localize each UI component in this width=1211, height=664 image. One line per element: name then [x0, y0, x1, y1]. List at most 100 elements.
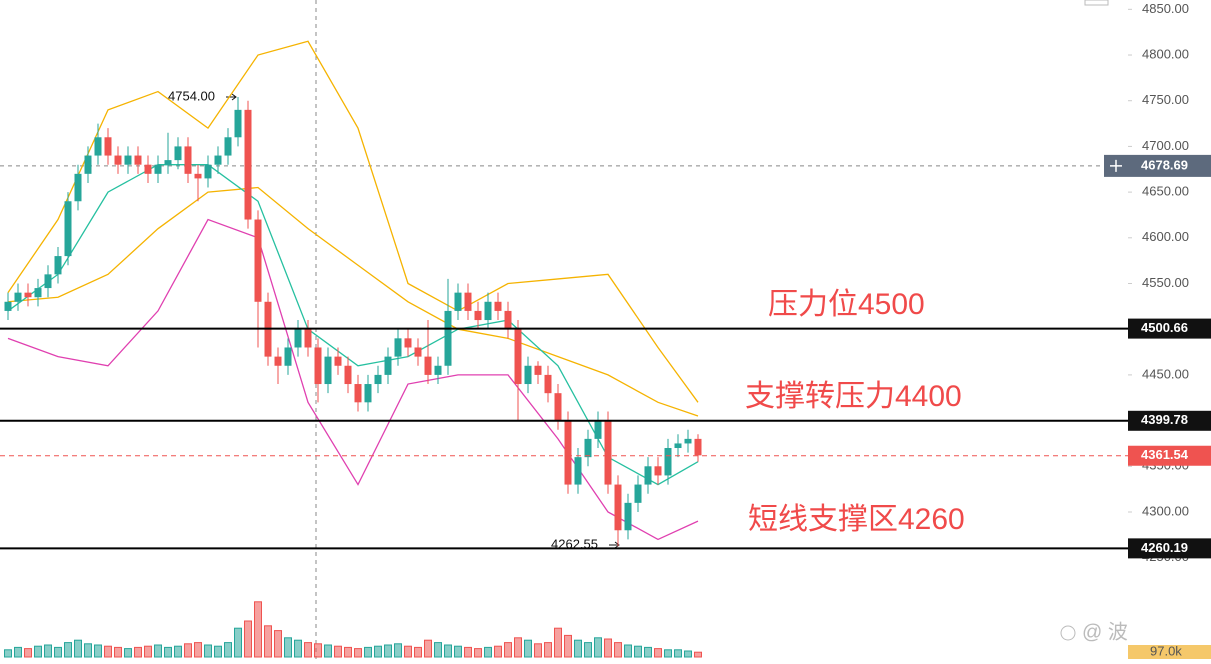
y-tick-label: 4750.00 — [1142, 92, 1189, 107]
candle-body — [674, 443, 682, 449]
y-tick-label: 4850.00 — [1142, 1, 1189, 16]
volume-bar — [274, 630, 282, 658]
candle-body — [164, 160, 172, 165]
volume-bar — [474, 648, 482, 658]
volume-bar — [444, 644, 452, 658]
candle-body — [524, 365, 532, 385]
price-tag-label: 4500.66 — [1141, 320, 1188, 335]
candle-body — [104, 137, 112, 156]
price-tag-label: 4678.69 — [1141, 157, 1188, 172]
volume-bar — [24, 648, 32, 658]
candle-body — [444, 310, 452, 366]
annotation: 压力位4500 — [768, 288, 925, 321]
volume-bar — [344, 646, 352, 658]
candle-body — [4, 301, 12, 311]
candle-body — [154, 164, 162, 174]
candle-body — [374, 374, 382, 385]
watermark-icon — [1060, 625, 1076, 641]
candle-body — [554, 393, 562, 421]
candle-body — [684, 438, 692, 444]
volume-bar — [244, 620, 252, 658]
candle-body — [484, 301, 492, 321]
volume-bar — [524, 639, 532, 658]
y-tick-label: 4650.00 — [1142, 184, 1189, 199]
y-tick-label: 4300.00 — [1142, 503, 1189, 518]
volume-bar — [4, 649, 12, 658]
volume-bar — [104, 645, 112, 658]
candle-body — [14, 292, 22, 302]
volume-bar — [684, 650, 692, 658]
volume-bar — [404, 645, 412, 658]
candle-body — [144, 164, 152, 174]
arrow — [614, 541, 620, 549]
volume-bar — [324, 644, 332, 658]
volume-bar — [364, 646, 372, 658]
volume-bar — [54, 646, 62, 658]
candle-body — [354, 384, 362, 403]
volume-bar — [674, 649, 682, 658]
candle-body — [514, 329, 522, 385]
price-tag-label: 4260.19 — [1141, 540, 1188, 555]
volume-bar — [384, 644, 392, 658]
candle-body — [624, 502, 632, 531]
candle-body — [544, 374, 552, 394]
candle-body — [494, 301, 502, 311]
candle-body — [474, 310, 482, 321]
volume-bar — [514, 637, 522, 658]
volume-bar — [314, 643, 322, 658]
candle-body — [324, 356, 332, 385]
overlay-line — [7, 186, 699, 417]
candle-body — [54, 256, 62, 275]
candle-body — [584, 438, 592, 458]
volume-bar — [414, 646, 422, 658]
volume-bar — [294, 639, 302, 658]
candle-body — [124, 155, 132, 165]
volume-bar — [194, 642, 202, 658]
candle-body — [654, 466, 662, 476]
candle-body — [274, 356, 282, 366]
candle-body — [314, 347, 322, 385]
candle-body — [304, 329, 312, 348]
volume-bar — [114, 646, 122, 658]
candle-body — [204, 164, 212, 179]
candle-body — [534, 365, 542, 375]
volume-bar — [224, 642, 232, 658]
candle-body — [194, 173, 202, 179]
volume-bar — [424, 639, 432, 658]
volume-bar — [534, 643, 542, 658]
arrow — [231, 93, 237, 101]
candle-body — [594, 420, 602, 439]
volume-bar — [304, 642, 312, 658]
volume-bar — [564, 634, 572, 658]
candle-body — [414, 347, 422, 357]
volume-bar — [214, 645, 222, 658]
volume-bar — [664, 649, 672, 658]
y-tick-label: 4700.00 — [1142, 138, 1189, 153]
candle-body — [424, 356, 432, 375]
y-tick-label: 4800.00 — [1142, 46, 1189, 61]
candle-body — [574, 457, 582, 485]
candle-body — [434, 365, 442, 375]
volume-bar — [254, 601, 262, 658]
volume-bar — [504, 642, 512, 658]
candle-body — [634, 484, 642, 503]
volume-bar — [644, 646, 652, 658]
candle-body — [364, 384, 372, 403]
candle-body — [294, 329, 302, 348]
candle-body — [254, 219, 262, 302]
crosshair-plus — [1110, 159, 1122, 172]
candle-body — [134, 155, 142, 165]
volume-bar — [374, 645, 382, 658]
candle-body — [504, 310, 512, 330]
volume-bar — [614, 642, 622, 658]
volume-bar — [594, 637, 602, 658]
volume-bar — [44, 644, 52, 658]
candle-body — [184, 146, 192, 174]
volume-bar — [134, 646, 142, 658]
volume-tag-label: 97.0k — [1150, 643, 1182, 658]
volume-bar — [284, 637, 292, 658]
y-tick-label: 4600.00 — [1142, 229, 1189, 244]
volume-bar — [334, 645, 342, 658]
candle-body — [394, 338, 402, 357]
